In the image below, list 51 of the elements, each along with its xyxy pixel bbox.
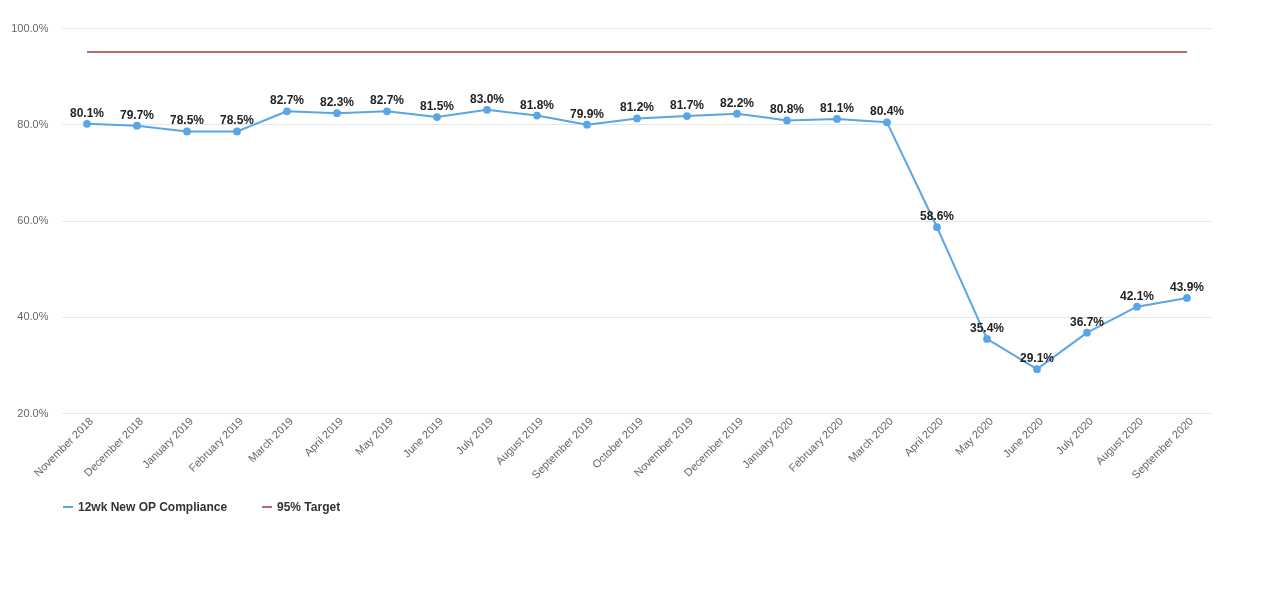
data-label: 82.2% [719,95,755,110]
data-label: 83.0% [469,91,505,106]
data-label: 81.8% [519,97,555,112]
point [283,107,291,116]
data-label: 80.8% [769,102,805,117]
point [1183,294,1191,302]
point [1133,302,1141,311]
point [633,114,641,123]
data-label: 80.4% [869,104,905,119]
point [433,113,441,121]
point [333,109,341,118]
point [533,111,541,120]
y-tick-label: 80.0% [17,117,49,130]
data-label: 43.9% [1169,279,1205,294]
point [233,127,241,136]
point [183,127,191,136]
data-label: 82.7% [369,93,405,108]
data-label: 82.3% [319,95,355,110]
data-label: 79.7% [119,107,155,122]
point [833,115,841,123]
data-label: 78.5% [219,113,255,128]
data-label: 42.1% [1119,288,1155,303]
legend-label: 95% Target [277,500,341,514]
point [133,121,141,130]
point [933,223,941,232]
data-label: 81.2% [619,100,655,115]
point [733,109,741,118]
point [383,107,391,116]
y-tick-label: 20.0% [17,406,49,419]
data-label: 81.7% [669,98,705,113]
point [1033,365,1041,374]
data-label: 80.1% [69,105,105,120]
y-tick-label: 40.0% [17,310,49,323]
legend-label: 12wk New OP Compliance [78,500,228,514]
data-label: 81.5% [419,99,455,114]
data-label: 36.7% [1069,314,1105,329]
point [683,112,691,120]
point [483,105,491,114]
y-tick-label: 100.0% [11,21,49,34]
data-label: 79.9% [569,106,605,121]
point [583,120,591,129]
point [983,335,991,343]
data-label: 81.1% [819,100,855,115]
data-label: 78.5% [169,113,205,128]
point [83,119,91,128]
point [1083,328,1091,337]
point [883,118,891,127]
data-label: 82.7% [269,93,305,108]
y-tick-label: 60.0% [17,214,49,226]
point [783,116,791,125]
data-label: 29.1% [1019,351,1055,366]
